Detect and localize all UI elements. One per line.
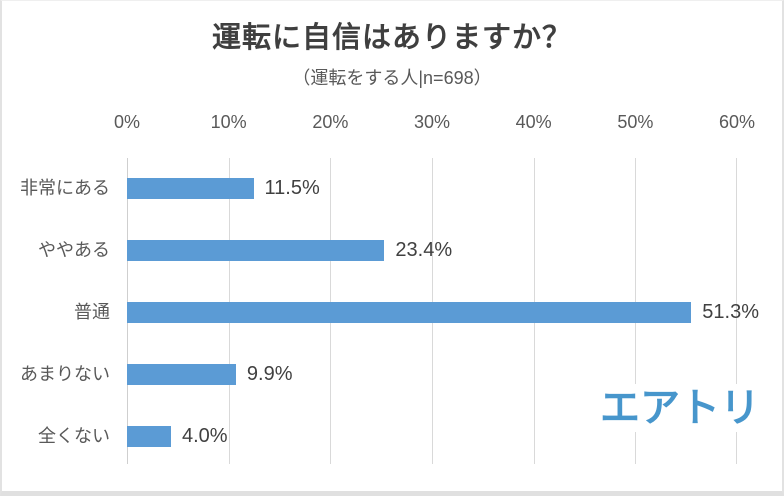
gridline — [736, 158, 737, 464]
bar-row: 51.3% — [127, 301, 782, 323]
value-label: 51.3% — [702, 301, 760, 323]
chart-title: 運転に自信はありますか？ — [211, 22, 572, 54]
bar — [127, 426, 171, 447]
x-tick-label: 40% — [515, 112, 552, 132]
bar — [127, 302, 692, 323]
x-tick-label: 10% — [210, 112, 247, 132]
bar — [127, 364, 236, 385]
bar-row: 11.5% — [127, 177, 782, 199]
category-label: 非常にある — [20, 178, 110, 198]
category-label: 全くない — [38, 426, 110, 446]
bar-row: 9.9% — [127, 363, 782, 385]
airtori-logo: エアトリ — [594, 384, 766, 432]
value-label: 4.0% — [182, 425, 228, 447]
bar-row: 4.0% — [127, 425, 782, 447]
value-label: 23.4% — [395, 239, 453, 261]
x-tick-label: 20% — [312, 112, 349, 132]
x-axis-tick-labels: 0% 10% 20% 30% 40% 50% 60% — [114, 112, 755, 136]
x-tick-label: 50% — [617, 112, 654, 132]
x-tick-label: 30% — [413, 112, 451, 132]
value-label: 9.9% — [246, 363, 293, 385]
bar-row: 23.4% — [127, 239, 782, 261]
plot-area: 11.5% 23.4% 51.3% 9.9% 4.0% — [127, 158, 759, 464]
category-label: ややある — [38, 240, 110, 260]
x-tick-label: 60% — [718, 112, 756, 132]
y-axis-category-labels: 非常にある ややある 普通 あまりない 全くない — [2, 158, 110, 464]
category-label: あまりない — [20, 364, 110, 384]
value-label: 11.5% — [264, 177, 320, 199]
chart-subtitle: （運転をする人|n=698） — [292, 68, 492, 88]
x-tick-label: 0% — [113, 112, 141, 132]
bar — [127, 178, 254, 199]
bar — [127, 240, 385, 261]
category-label: 普通 — [74, 302, 110, 322]
